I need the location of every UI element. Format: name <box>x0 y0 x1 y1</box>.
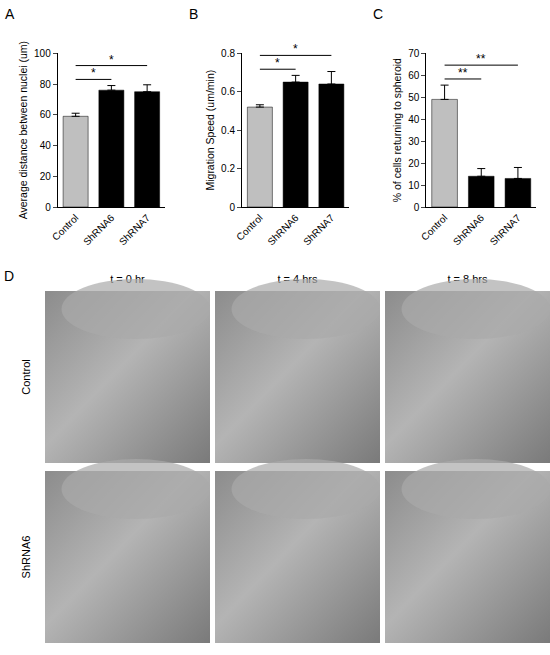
svg-text:Migration Speed (um/min): Migration Speed (um/min) <box>204 70 216 191</box>
svg-text:**: ** <box>476 52 486 66</box>
svg-text:C: C <box>373 6 383 22</box>
svg-text:t = 0 hr: t = 0 hr <box>110 273 145 285</box>
svg-text:0.8: 0.8 <box>221 48 235 59</box>
svg-text:0: 0 <box>45 202 51 213</box>
svg-text:**: ** <box>458 66 468 80</box>
svg-text:60: 60 <box>40 109 52 120</box>
svg-text:Control: Control <box>234 212 265 243</box>
svg-text:t = 4 hrs: t = 4 hrs <box>277 273 318 285</box>
svg-text:A: A <box>5 6 15 22</box>
svg-text:40: 40 <box>40 140 52 151</box>
svg-text:20: 20 <box>408 158 420 169</box>
svg-text:50: 50 <box>408 92 420 103</box>
svg-text:*: * <box>275 56 280 70</box>
svg-text:ShRNA7: ShRNA7 <box>301 212 337 248</box>
svg-text:0.6: 0.6 <box>221 86 235 97</box>
svg-text:ShRNA6: ShRNA6 <box>81 212 117 248</box>
svg-text:ShRNA7: ShRNA7 <box>488 212 524 248</box>
svg-text:20: 20 <box>40 171 52 182</box>
svg-text:B: B <box>189 6 198 22</box>
svg-text:ShRNA6: ShRNA6 <box>265 212 301 248</box>
svg-text:70: 70 <box>408 48 420 59</box>
svg-text:% of cells returning to sphero: % of cells returning to spheroid <box>391 58 403 202</box>
svg-text:ShRNA7: ShRNA7 <box>117 212 153 248</box>
svg-text:ShRNA6: ShRNA6 <box>451 212 487 248</box>
svg-text:0: 0 <box>229 202 235 213</box>
svg-text:Average distance between nucle: Average distance between nuclei (um) <box>17 41 29 219</box>
svg-text:0.4: 0.4 <box>221 125 235 136</box>
svg-text:60: 60 <box>408 70 420 81</box>
svg-text:Control: Control <box>20 359 32 394</box>
svg-text:*: * <box>91 66 96 80</box>
svg-text:100: 100 <box>34 48 51 59</box>
svg-text:0: 0 <box>414 202 420 213</box>
svg-text:10: 10 <box>408 180 420 191</box>
svg-text:Control: Control <box>50 212 81 243</box>
svg-text:D: D <box>4 268 14 284</box>
svg-text:30: 30 <box>408 136 420 147</box>
svg-text:40: 40 <box>408 114 420 125</box>
svg-text:t = 8 hrs: t = 8 hrs <box>447 273 488 285</box>
svg-text:0.2: 0.2 <box>221 163 235 174</box>
svg-text:*: * <box>293 42 298 56</box>
svg-text:80: 80 <box>40 79 52 90</box>
svg-text:Control: Control <box>419 212 450 243</box>
svg-text:*: * <box>109 53 114 67</box>
svg-text:ShRNA6: ShRNA6 <box>20 536 32 579</box>
